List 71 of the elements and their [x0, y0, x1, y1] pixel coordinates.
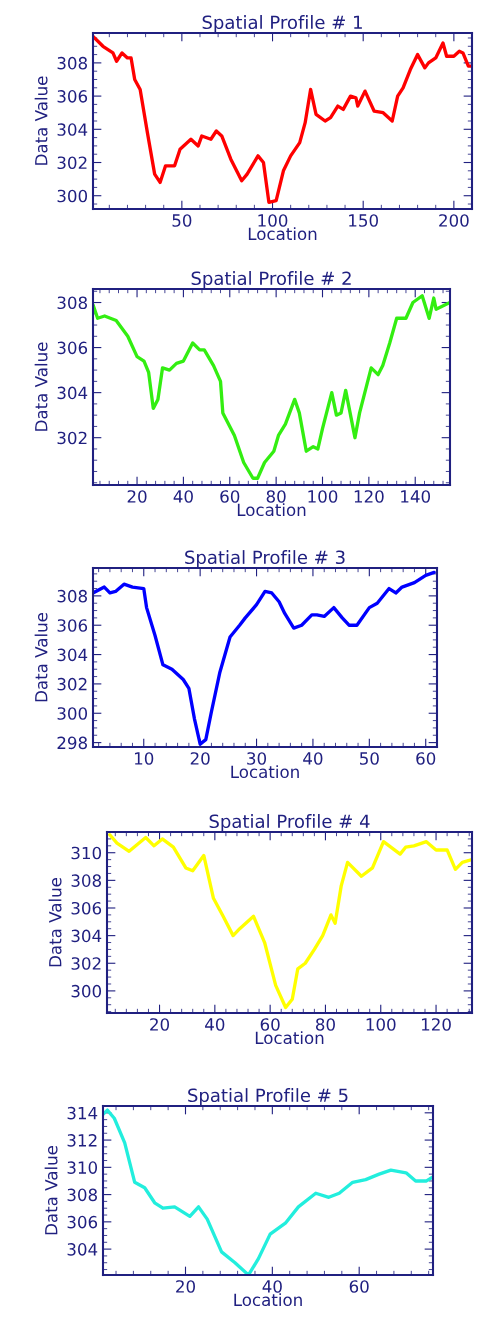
x-tick-label: 120 [354, 490, 384, 503]
x-tick-label: 150 [349, 214, 378, 227]
x-tick-label: 10 [134, 752, 154, 765]
x-axis-title: Location [237, 503, 306, 517]
chart-title: Spatial Profile # 2 [191, 271, 351, 289]
x-tick-label: 60 [220, 490, 240, 503]
y-tick-label: 304 [57, 648, 88, 662]
y-tick-label: 304 [67, 1243, 98, 1256]
x-tick-label: 80 [266, 490, 286, 503]
x-tick-label: 120 [421, 1018, 451, 1031]
x-tick-label: 40 [173, 490, 193, 503]
chart-title: Spatial Profile # 5 [188, 1088, 348, 1106]
y-tick-label: 300 [57, 707, 88, 720]
x-tick-label: 40 [205, 1018, 225, 1031]
x-tick-label: 20 [127, 490, 147, 503]
x-tick-label: 60 [416, 752, 436, 765]
y-tick-label: 308 [57, 589, 87, 603]
x-axis-title: Location [255, 1031, 324, 1045]
x-tick-label: 20 [150, 1018, 170, 1031]
x-tick-label: 100 [258, 214, 288, 227]
x-axis-title: Location [231, 765, 299, 779]
y-tick-label: 306 [57, 341, 88, 355]
x-tick-label: 20 [190, 752, 210, 765]
x-tick-label: 60 [349, 1280, 369, 1293]
x-tick-label: 50 [360, 752, 379, 765]
y-tick-label: 306 [57, 619, 88, 632]
y-tick-label: 302 [57, 677, 87, 691]
y-tick-label: 306 [71, 901, 102, 915]
x-tick-label: 60 [260, 1018, 280, 1031]
y-tick-label: 304 [57, 386, 88, 400]
x-tick-label: 20 [176, 1280, 195, 1293]
y-axis-title: Data Value [34, 76, 48, 165]
line-series [93, 570, 436, 746]
chart-title: Spatial Profile # 4 [209, 814, 370, 832]
y-axis-title: Data Value [48, 877, 62, 967]
y-tick-label: 306 [57, 90, 88, 103]
y-tick-label: 310 [67, 1161, 98, 1174]
x-tick-label: 40 [262, 1280, 282, 1293]
x-tick-label: 100 [308, 490, 338, 503]
y-tick-label: 308 [67, 1188, 97, 1202]
x-axis-title: Location [248, 227, 317, 241]
y-tick-label: 306 [67, 1215, 98, 1229]
x-tick-label: 100 [366, 1018, 396, 1031]
y-tick-label: 302 [57, 156, 87, 170]
y-tick-label: 300 [71, 984, 102, 998]
line-series [103, 1108, 433, 1275]
y-tick-label: 302 [71, 957, 101, 970]
y-tick-label: 298 [57, 736, 87, 750]
x-axis-title: Location [234, 1293, 302, 1307]
y-tick-label: 308 [57, 56, 87, 70]
y-tick-label: 304 [57, 123, 88, 136]
y-tick-label: 300 [57, 189, 88, 203]
y-tick-label: 308 [71, 874, 101, 887]
y-tick-label: 310 [71, 846, 102, 860]
y-tick-label: 312 [67, 1134, 97, 1147]
line-series [93, 294, 450, 480]
x-tick-label: 30 [247, 752, 267, 765]
y-tick-label: 314 [67, 1106, 98, 1120]
chart-title: Spatial Profile # 3 [185, 550, 345, 568]
y-axis-title: Data Value [44, 1145, 58, 1235]
y-tick-label: 304 [71, 929, 102, 943]
y-tick-label: 308 [57, 296, 87, 310]
y-axis-title: Data Value [34, 612, 48, 702]
y-axis-title: Data Value [34, 342, 48, 431]
y-tick-label: 302 [57, 431, 87, 445]
x-tick-label: 40 [303, 752, 323, 765]
x-tick-label: 50 [172, 214, 192, 227]
x-tick-label: 140 [401, 490, 431, 503]
chart-title: Spatial Profile # 1 [202, 15, 362, 33]
x-tick-label: 80 [315, 1018, 335, 1031]
x-tick-label: 200 [439, 214, 469, 227]
